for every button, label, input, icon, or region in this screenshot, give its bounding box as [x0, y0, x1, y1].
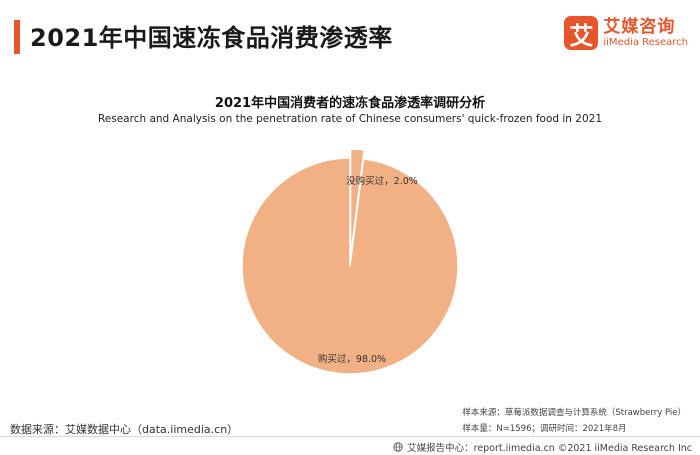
footer-divider	[0, 436, 700, 437]
iimedia-logo: 艾 艾媒咨询 iiMedia Research	[564, 16, 688, 50]
footer: 艾媒报告中心：report.iimedia.cn ©2021 iiMedia R…	[393, 440, 692, 454]
sample-info: 样本来源：草莓派数据调查与计算系统（Strawberry Pie） 样本量：N=…	[462, 405, 686, 437]
pie-slice-label: 没购买过，2.0%	[346, 175, 418, 187]
page-title: 2021年中国速冻食品消费渗透率	[30, 24, 393, 52]
logo-name-en: iiMedia Research	[603, 37, 688, 48]
globe-icon	[393, 442, 403, 452]
sample-size: 样本量：N=1596；调研时间：2021年8月	[462, 424, 627, 434]
data-source: 数据来源：艾媒数据中心（data.iimedia.cn）	[10, 423, 239, 436]
sample-source: 样本来源：草莓派数据调查与计算系统（Strawberry Pie）	[462, 408, 686, 418]
title-accent-bar	[14, 20, 20, 54]
pie-slice	[241, 157, 459, 375]
chart-subtitle: Research and Analysis on the penetration…	[97, 113, 603, 125]
pie-slice	[349, 148, 365, 258]
logo-mark-icon: 艾	[564, 16, 599, 50]
report-center: 艾媒报告中心：report.iimedia.cn ©2021 iiMedia R…	[407, 443, 692, 454]
logo-text: 艾媒咨询 iiMedia Research	[603, 17, 688, 49]
chart-title: 2021年中国消费者的速冻食品渗透率调研分析	[214, 96, 486, 111]
pie-slice-label: 购买过，98.0%	[318, 353, 386, 365]
logo-name-cn: 艾媒咨询	[603, 17, 676, 37]
